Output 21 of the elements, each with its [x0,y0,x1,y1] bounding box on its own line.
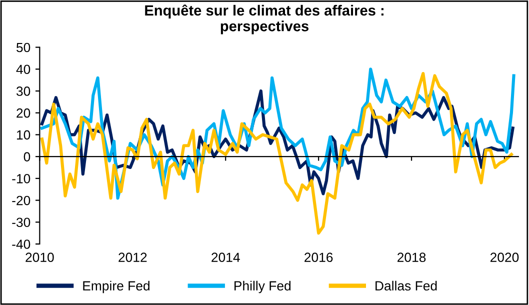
x-tick-label: 2016 [304,252,333,262]
y-tick-label: 0 [24,152,30,162]
legend-label: Empire Fed [83,280,150,294]
x-tick-label: 2014 [212,252,240,262]
x-tick-label: 2018 [398,252,426,262]
x-tick-label: 2012 [118,252,147,262]
legend-label: Philly Fed [234,280,290,294]
y-tick-label: 10 [16,130,30,140]
y-tick-label: -40 [12,240,30,249]
y-tick-label: 50 [16,42,30,52]
y-tick-label: -30 [12,218,30,228]
legend-label: Dallas Fed [376,280,437,291]
y-tick-label: 30 [16,86,30,96]
x-tick-label: 2010 [26,252,54,262]
y-tick-label: 20 [16,108,30,118]
y-tick-label: 40 [16,64,30,74]
x-tick-label: 2020 [490,252,519,262]
y-tick-label: -20 [12,196,30,206]
chart-title: Enquête sur le climat des affaires : perspectives [145,4,384,34]
y-tick-label: -10 [12,174,30,184]
line-series [40,72,513,235]
